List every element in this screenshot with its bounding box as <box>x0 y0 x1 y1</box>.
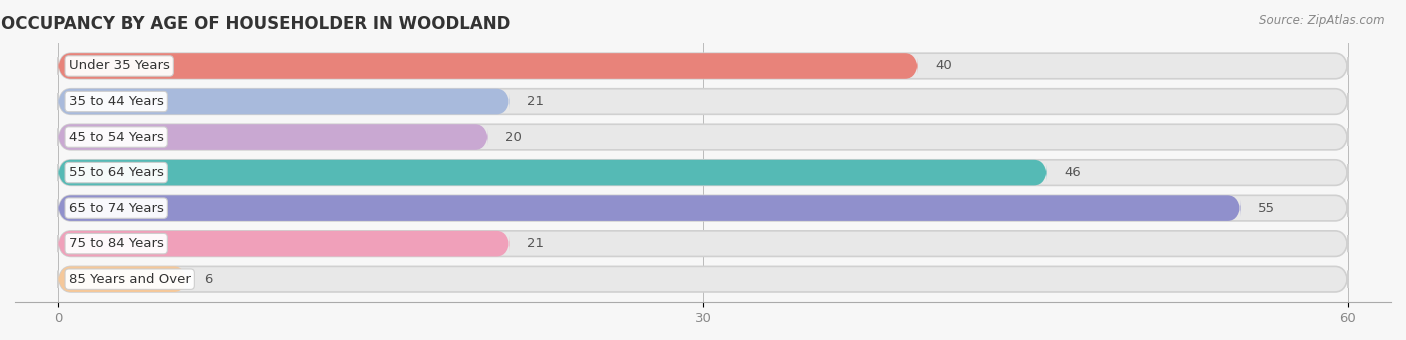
FancyBboxPatch shape <box>58 124 488 150</box>
Text: 75 to 84 Years: 75 to 84 Years <box>69 237 163 250</box>
Text: 40: 40 <box>935 59 952 72</box>
Text: 35 to 44 Years: 35 to 44 Years <box>69 95 163 108</box>
Text: 55 to 64 Years: 55 to 64 Years <box>69 166 163 179</box>
FancyBboxPatch shape <box>58 53 918 79</box>
Text: 46: 46 <box>1064 166 1081 179</box>
FancyBboxPatch shape <box>58 124 1348 150</box>
FancyBboxPatch shape <box>58 231 1348 256</box>
Text: Source: ZipAtlas.com: Source: ZipAtlas.com <box>1260 14 1385 27</box>
FancyBboxPatch shape <box>58 231 509 256</box>
FancyBboxPatch shape <box>58 195 1240 221</box>
Text: 55: 55 <box>1258 202 1275 215</box>
FancyBboxPatch shape <box>58 160 1047 185</box>
FancyBboxPatch shape <box>58 53 1348 79</box>
Text: Under 35 Years: Under 35 Years <box>69 59 170 72</box>
Text: OCCUPANCY BY AGE OF HOUSEHOLDER IN WOODLAND: OCCUPANCY BY AGE OF HOUSEHOLDER IN WOODL… <box>1 15 510 33</box>
Text: 20: 20 <box>505 131 522 143</box>
FancyBboxPatch shape <box>58 160 1348 185</box>
Text: 45 to 54 Years: 45 to 54 Years <box>69 131 163 143</box>
FancyBboxPatch shape <box>58 195 1348 221</box>
Text: 85 Years and Over: 85 Years and Over <box>69 273 191 286</box>
FancyBboxPatch shape <box>58 89 509 114</box>
Text: 21: 21 <box>527 95 544 108</box>
FancyBboxPatch shape <box>58 89 1348 114</box>
FancyBboxPatch shape <box>58 266 1348 292</box>
Text: 21: 21 <box>527 237 544 250</box>
Text: 65 to 74 Years: 65 to 74 Years <box>69 202 163 215</box>
FancyBboxPatch shape <box>58 266 187 292</box>
Text: 6: 6 <box>204 273 212 286</box>
